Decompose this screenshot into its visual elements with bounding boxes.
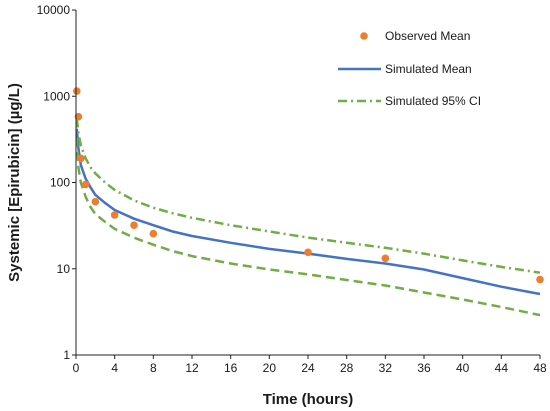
x-tick-label: 40 — [456, 361, 470, 375]
x-tick-label: 16 — [224, 361, 238, 375]
series-line-ci-lower — [75, 137, 541, 317]
observed-mean-point — [149, 229, 158, 238]
observed-mean-point — [91, 197, 100, 206]
axes: 0 4 8 12 16 20 24 28 32 36 40 44 48 110100100010000 … — [6, 3, 547, 408]
x-tick-label: 32 — [379, 361, 393, 375]
y-tick-label: 1 — [63, 348, 70, 362]
x-tick-label: 0 — [73, 361, 80, 375]
x-tick-label: 8 — [150, 361, 157, 375]
x-tick-label: 20 — [263, 361, 277, 375]
observed-mean-point — [81, 180, 90, 189]
y-axis-title: Systemic [Epirubicin] (µg/L) — [6, 83, 23, 282]
legend-item: Simulated Mean — [338, 62, 472, 76]
legend-label: Observed Mean — [385, 29, 470, 43]
observed-mean-point — [381, 254, 390, 263]
x-tick-label: 44 — [495, 361, 509, 375]
legend-label: Simulated Mean — [385, 62, 472, 76]
series-line-simulated-95-ci — [75, 118, 541, 274]
observed-mean-point — [110, 211, 119, 219]
series-line-simulated-mean — [75, 128, 541, 296]
y-tick-label: 100 — [50, 176, 70, 190]
x-tick-label: 12 — [185, 361, 199, 375]
x-tick-label: 4 — [111, 361, 118, 375]
legend: Observed Mean Simulated Mean Simulated 95%… — [338, 29, 481, 108]
y-tick-label: 10000 — [37, 3, 71, 17]
observed-mean-point — [304, 248, 312, 257]
observed-mean-point — [73, 87, 81, 95]
observed-mean-point — [77, 154, 85, 163]
observed-mean-point — [74, 112, 83, 121]
plot-area — [73, 87, 544, 317]
legend-item: Simulated 95% CI — [338, 94, 481, 108]
y-tick-label: 10 — [57, 262, 71, 276]
y-tick-label: 1000 — [43, 89, 70, 103]
legend-label: Simulated 95% CI — [385, 94, 481, 108]
observed-mean-point — [536, 275, 544, 284]
x-axis-title: Time (hours) — [263, 391, 354, 408]
x-tick-label: 48 — [533, 361, 547, 375]
legend-item: Observed Mean — [360, 29, 470, 43]
x-ticks: 0 4 8 12 16 20 24 28 32 36 40 44 48 — [73, 355, 547, 375]
x-tick-label: 28 — [340, 361, 354, 375]
x-tick-label: 24 — [301, 361, 315, 375]
x-tick-label: 36 — [417, 361, 431, 375]
legend-marker — [360, 32, 368, 40]
y-ticks: 1 10 100 1000 10000 — [37, 3, 76, 362]
observed-mean-point — [130, 221, 138, 229]
